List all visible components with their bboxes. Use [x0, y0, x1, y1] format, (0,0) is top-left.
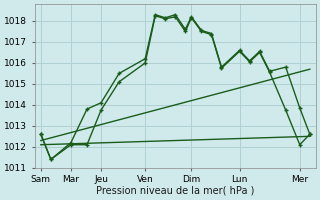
- X-axis label: Pression niveau de la mer( hPa ): Pression niveau de la mer( hPa ): [96, 186, 254, 196]
